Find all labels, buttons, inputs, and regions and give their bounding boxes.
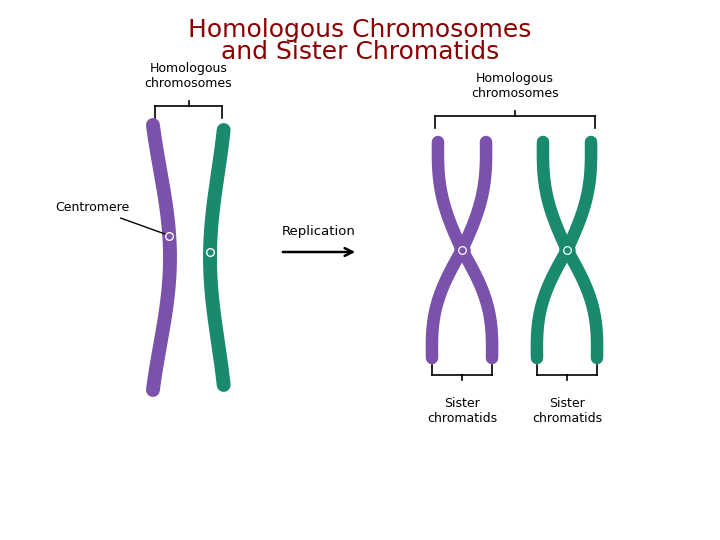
Text: Homologous Chromosomes: Homologous Chromosomes xyxy=(189,18,531,42)
Text: Sister
chromatids: Sister chromatids xyxy=(532,397,602,425)
Text: Sister
chromatids: Sister chromatids xyxy=(427,397,497,425)
Text: Homologous
chromosomes: Homologous chromosomes xyxy=(145,62,233,90)
Text: Homologous
chromosomes: Homologous chromosomes xyxy=(471,72,559,100)
Text: Centromere: Centromere xyxy=(55,201,168,235)
Text: Replication: Replication xyxy=(282,225,356,238)
Text: and Sister Chromatids: and Sister Chromatids xyxy=(221,40,499,64)
